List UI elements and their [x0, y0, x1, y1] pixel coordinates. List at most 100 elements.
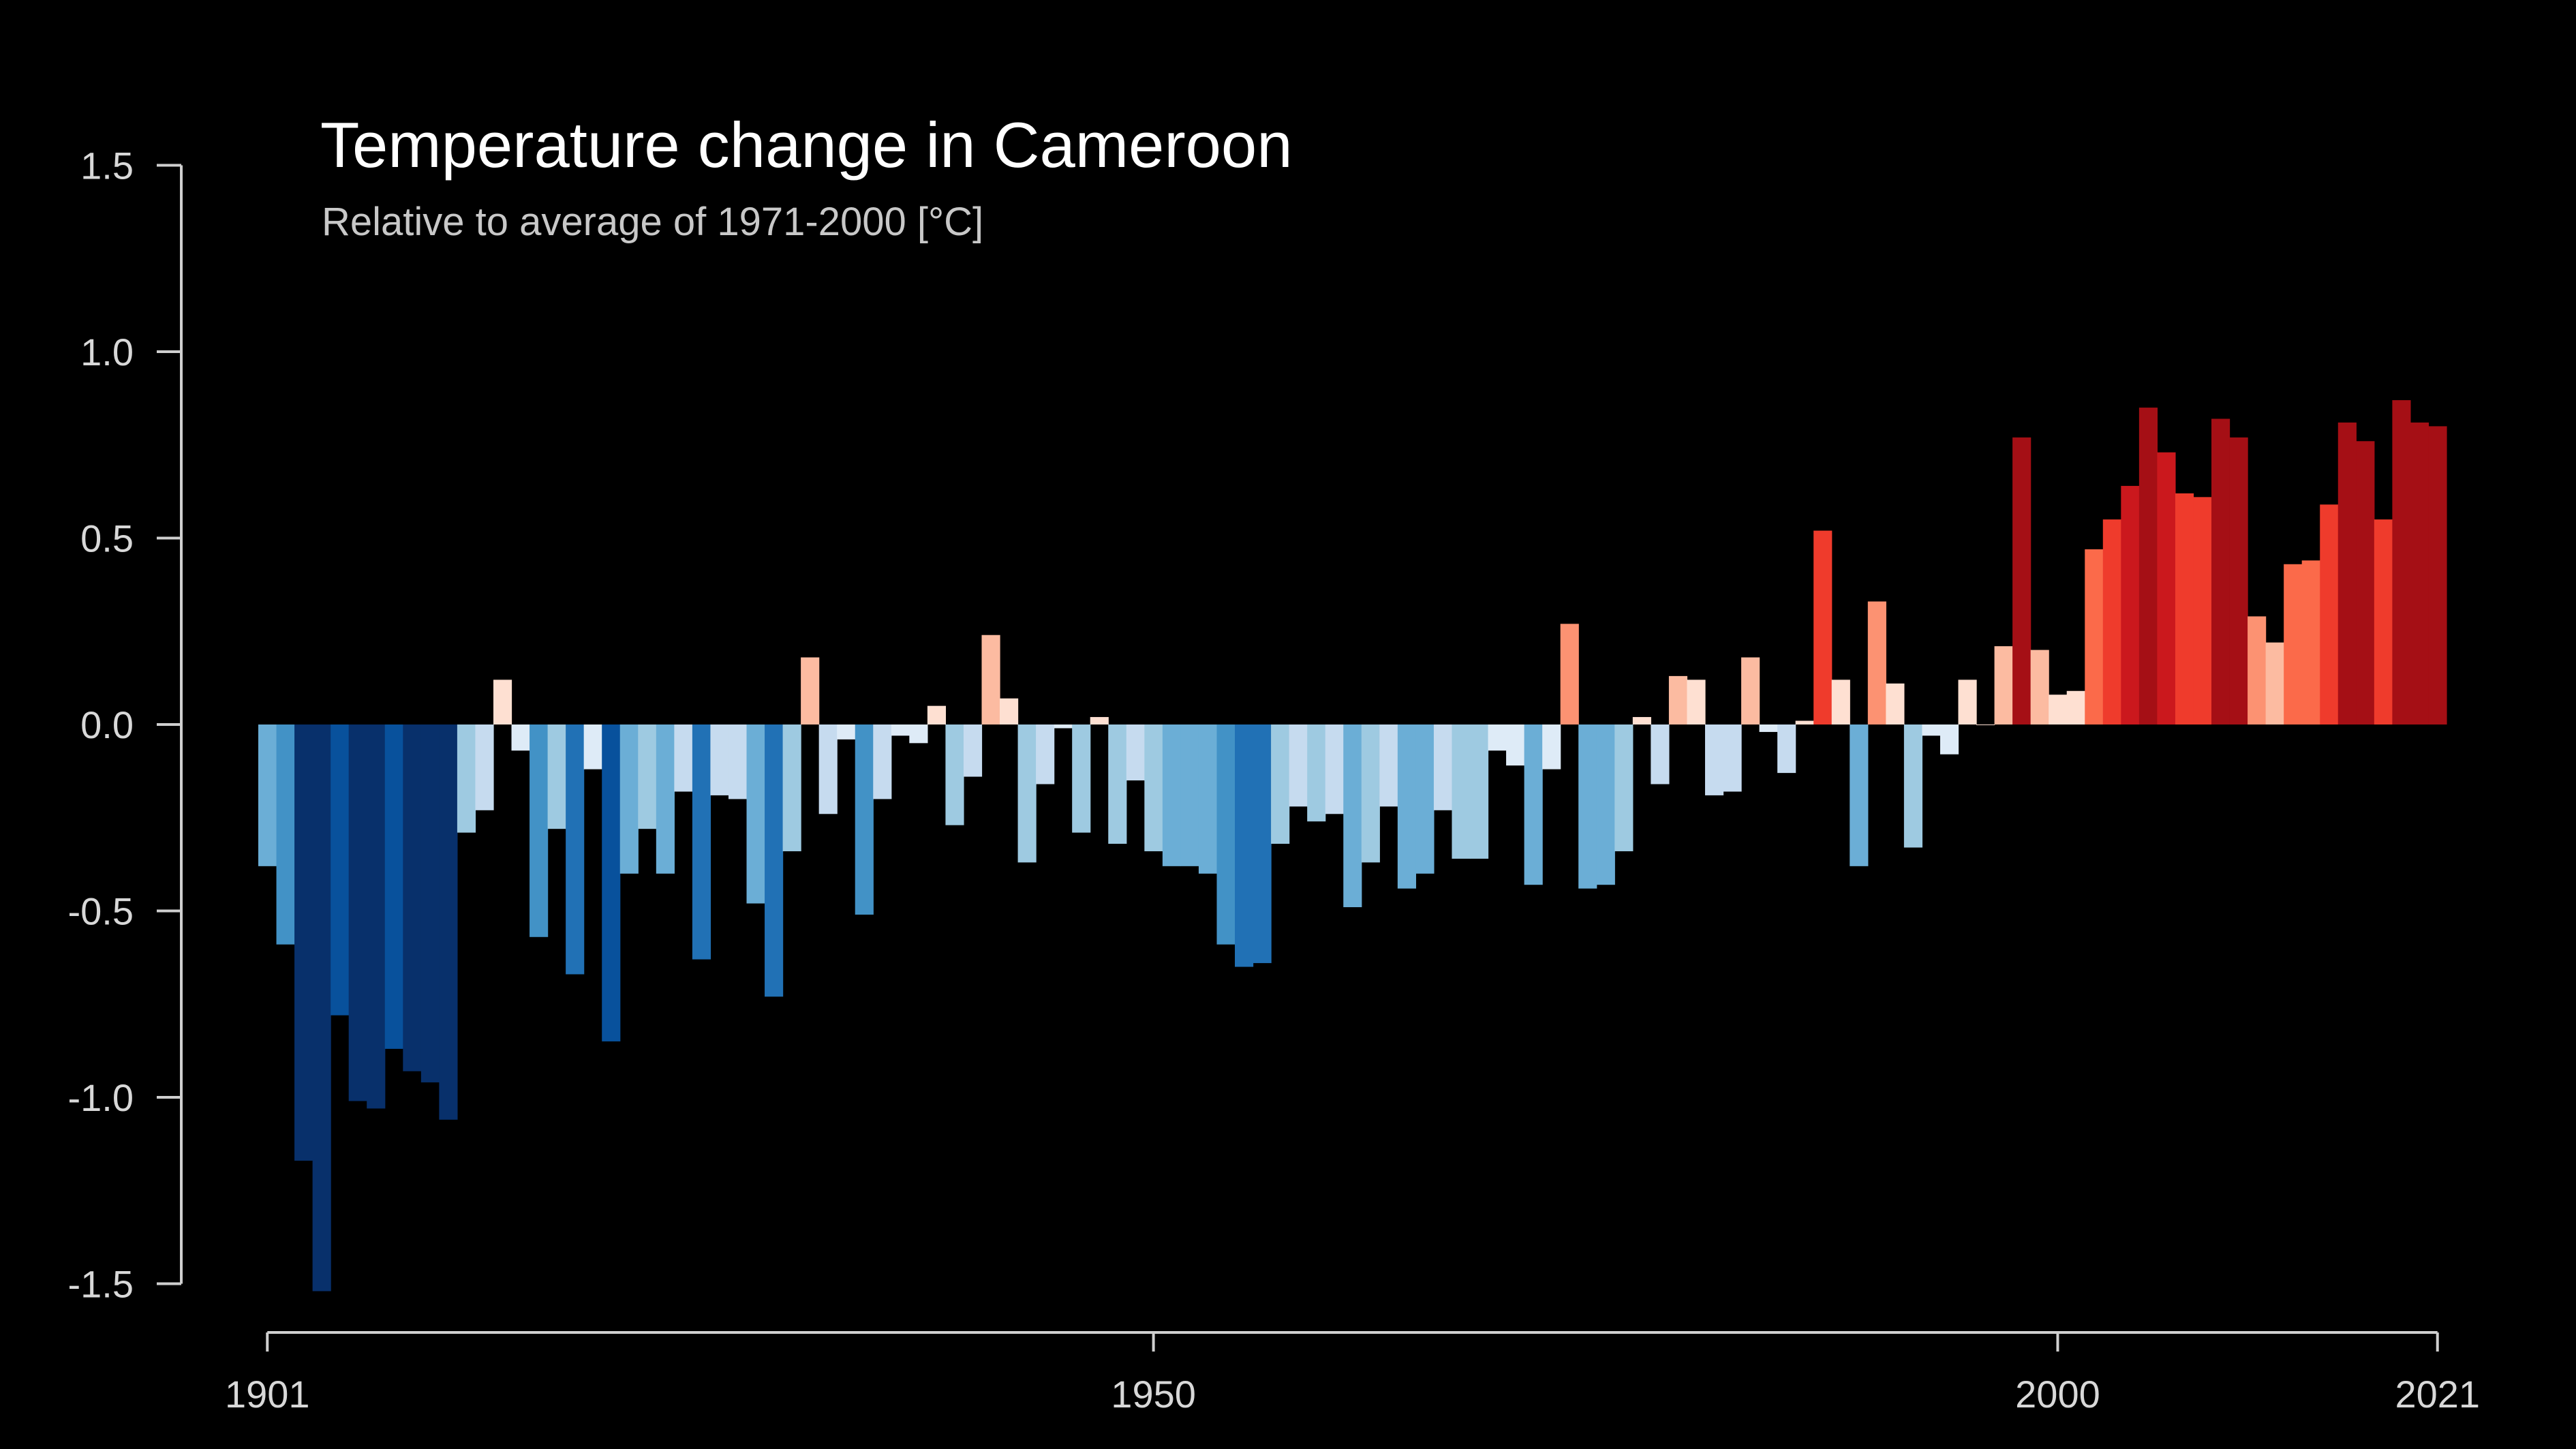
bar-1917 — [547, 724, 566, 829]
bar-1918 — [566, 724, 585, 975]
bar-2003 — [2102, 519, 2121, 724]
y-tick-label: 1.0 — [80, 331, 134, 373]
bar-1953 — [1198, 724, 1218, 874]
bar-1926 — [710, 724, 729, 795]
bar-1944 — [1036, 724, 1055, 784]
bar-1939 — [945, 724, 964, 825]
bar-2008 — [2193, 497, 2212, 724]
y-tick-label: 0.5 — [80, 517, 134, 560]
bar-1942 — [1000, 698, 1019, 724]
bar-1915 — [511, 724, 530, 751]
bar-1911 — [439, 724, 458, 1120]
bar-1937 — [909, 724, 928, 744]
bar-2011 — [2248, 616, 2267, 724]
bar-1932 — [818, 724, 838, 814]
bar-2000 — [2049, 695, 2068, 724]
bar-1987 — [1813, 530, 1833, 724]
bar-1938 — [927, 705, 947, 724]
bar-1947 — [1090, 717, 1109, 724]
bar-1908 — [384, 724, 403, 1049]
bar-1919 — [583, 724, 602, 769]
bar-2010 — [2229, 437, 2248, 724]
bar-1916 — [530, 724, 549, 937]
bar-1978 — [1651, 724, 1670, 784]
y-tick-label: -0.5 — [68, 890, 134, 933]
bar-1971 — [1524, 724, 1543, 885]
bar-2005 — [2138, 408, 2158, 724]
bar-2004 — [2121, 485, 2140, 724]
bar-2002 — [2085, 549, 2104, 724]
bar-1959 — [1307, 724, 1326, 822]
bar-1984 — [1759, 724, 1778, 732]
bar-1962 — [1361, 724, 1380, 863]
bar-1995 — [1958, 680, 1977, 724]
bar-1970 — [1506, 724, 1525, 766]
bar-2014 — [2301, 560, 2320, 724]
bars-group — [258, 400, 2447, 1292]
bar-1999 — [2030, 650, 2049, 724]
bar-1991 — [1886, 683, 1905, 724]
bar-1950 — [1144, 724, 1163, 851]
bar-1948 — [1108, 724, 1127, 844]
bar-1904 — [312, 724, 331, 1292]
bar-1966 — [1433, 724, 1453, 810]
bar-1910 — [420, 724, 440, 1083]
bar-1903 — [294, 724, 313, 1161]
bar-1952 — [1180, 724, 1199, 866]
bar-1990 — [1867, 601, 1886, 724]
y-tick-label: -1.0 — [68, 1076, 134, 1119]
y-tick-label: 0.0 — [80, 703, 134, 746]
bar-1914 — [493, 680, 512, 724]
bar-1955 — [1235, 724, 1254, 967]
bar-1934 — [855, 724, 874, 915]
bar-1992 — [1903, 724, 1923, 848]
bar-1958 — [1289, 724, 1308, 807]
bar-1967 — [1452, 724, 1471, 859]
x-tick-label: 2021 — [2395, 1373, 2480, 1416]
x-tick-label: 1950 — [1111, 1373, 1196, 1416]
bar-2021 — [2428, 426, 2447, 724]
x-tick-label: 2000 — [2015, 1373, 2100, 1416]
bar-1996 — [1976, 724, 1995, 725]
bar-1983 — [1741, 657, 1760, 724]
bar-1951 — [1162, 724, 1181, 866]
bar-2019 — [2392, 400, 2411, 724]
bar-1927 — [728, 724, 748, 799]
bar-1928 — [746, 724, 765, 904]
chart-subtitle: Relative to average of 1971-2000 [°C] — [322, 200, 983, 244]
bar-1998 — [2012, 437, 2031, 724]
bar-1925 — [692, 724, 711, 960]
bar-2020 — [2410, 422, 2429, 724]
bar-1988 — [1831, 680, 1850, 724]
bar-1905 — [331, 724, 350, 1016]
bar-1922 — [638, 724, 657, 829]
bar-1912 — [457, 724, 476, 833]
bar-1945 — [1054, 724, 1073, 729]
bar-1913 — [475, 724, 494, 810]
bar-1954 — [1216, 724, 1236, 945]
bar-1906 — [348, 724, 367, 1101]
y-tick-label: 1.5 — [80, 144, 134, 187]
bar-1941 — [981, 635, 1000, 724]
bar-1982 — [1723, 724, 1742, 792]
bar-1979 — [1668, 675, 1688, 724]
bar-1960 — [1325, 724, 1344, 814]
bar-1973 — [1560, 624, 1579, 724]
bar-1901 — [258, 724, 277, 866]
x-tick-label: 1901 — [225, 1373, 310, 1416]
bar-2001 — [2066, 690, 2085, 724]
bar-2013 — [2284, 564, 2303, 724]
y-tick-label: -1.5 — [68, 1263, 134, 1306]
bar-1940 — [963, 724, 983, 777]
bar-1957 — [1271, 724, 1290, 844]
bar-1975 — [1596, 724, 1615, 885]
bar-2016 — [2337, 422, 2357, 724]
bar-1936 — [891, 724, 910, 736]
bar-1977 — [1632, 717, 1651, 724]
bar-2015 — [2320, 504, 2339, 724]
bar-1923 — [656, 724, 675, 874]
bar-1907 — [367, 724, 386, 1109]
bar-1956 — [1253, 724, 1272, 964]
bar-2006 — [2157, 452, 2176, 724]
